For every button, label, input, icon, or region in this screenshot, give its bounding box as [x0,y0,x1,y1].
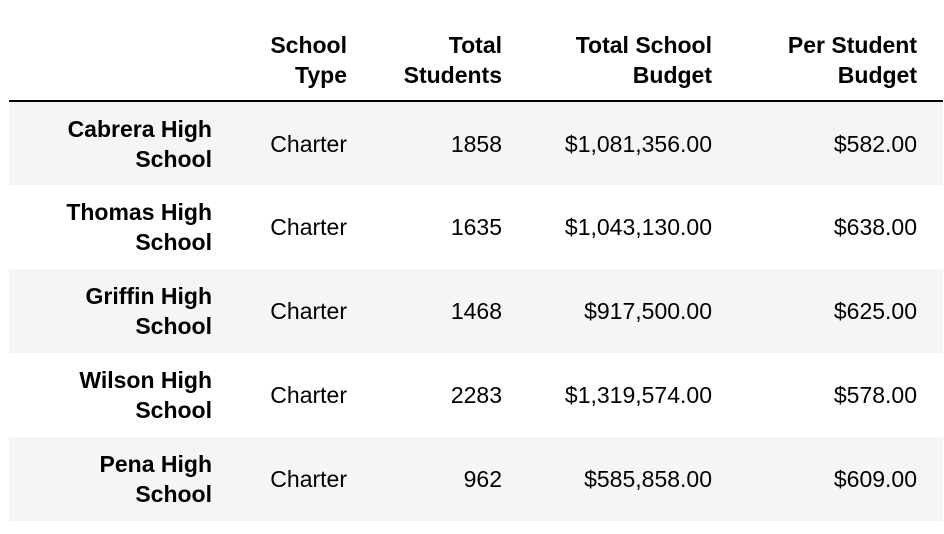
row-index-line-1: Cabrera High [67,115,212,142]
row-index-label: Pena High School [9,437,238,521]
table-row: Cabrera High School Charter 1858 $1,081,3… [9,101,943,185]
row-index-label: Cabrera High School [9,101,238,185]
cell-school-type: Charter [270,466,347,492]
row-index-line-1: Wilson High [79,367,212,393]
header-total-school-budget-line-2: Budget [632,62,712,88]
header-total-school-budget: Total School Budget [528,20,738,102]
header-per-student-budget: Per Student Budget [738,20,943,102]
row-index-line-1: Pena High [99,451,212,477]
cell-per-student-budget: $582.00 [833,130,917,157]
cell-school-type: Charter [270,298,347,324]
header-total-students-line-1: Total [448,32,502,58]
table-header: School Type Total Students Total School Bud… [9,20,943,102]
cell-total-students: 1858 [450,130,502,157]
cell-total-students: 1468 [450,298,502,324]
cell-total-school-budget: $1,043,130.00 [564,214,712,240]
cell-total-school-budget: $585,858.00 [584,466,712,492]
table-body: Cabrera High School Charter 1858 $1,081,3… [9,101,943,521]
header-index-blank [9,20,238,102]
header-row: School Type Total Students Total School Bud… [9,20,943,102]
cell-per-student-budget: $609.00 [833,466,917,492]
row-index-line-2: School [135,481,212,507]
cell-total-students: 1635 [450,214,502,240]
header-school-type: School Type [238,20,373,102]
table-row: Wilson High School Charter 2283 $1,319,57… [9,353,943,437]
header-school-type-line-1: School [270,32,347,58]
header-total-school-budget-line-1: Total School [575,32,712,58]
dataframe-table: School Type Total Students Total School Bud… [9,20,943,521]
header-total-students: Total Students [373,20,528,102]
header-per-student-budget-line-1: Per Student [787,32,917,58]
cell-total-students: 2283 [450,382,502,408]
cell-school-type: Charter [270,130,347,157]
row-index-line-2: School [135,229,212,255]
cell-per-student-budget: $638.00 [833,214,917,240]
cell-per-student-budget: $625.00 [833,298,917,324]
row-index-label: Wilson High School [9,353,238,437]
row-index-line-2: School [135,397,212,423]
cell-school-type: Charter [270,214,347,240]
cell-total-students: 962 [463,466,502,492]
table-row: Pena High School Charter 962 $585,858.00 … [9,437,943,521]
row-index-line-2: School [135,313,212,339]
cell-per-student-budget: $578.00 [833,382,917,408]
cell-total-school-budget: $917,500.00 [584,298,712,324]
table-row: Thomas High School Charter 1635 $1,043,13… [9,185,943,269]
cell-total-school-budget: $1,319,574.00 [564,382,712,408]
cell-school-type: Charter [270,382,347,408]
table-row: Griffin High School Charter 1468 $917,500… [9,269,943,353]
header-school-type-line-2: Type [295,62,347,88]
header-total-students-line-2: Students [403,62,502,88]
row-index-line-1: Thomas High [66,199,212,225]
cell-total-school-budget: $1,081,356.00 [564,130,712,157]
row-index-line-1: Griffin High [85,283,212,309]
header-per-student-budget-line-2: Budget [837,62,917,88]
row-index-label: Griffin High School [9,269,238,353]
row-index-line-2: School [135,145,212,172]
row-index-label: Thomas High School [9,185,238,269]
